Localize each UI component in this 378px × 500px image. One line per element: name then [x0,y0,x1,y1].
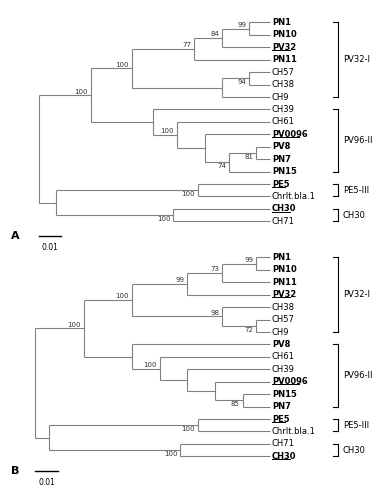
Text: 81: 81 [245,154,254,160]
Text: CH39: CH39 [272,105,295,114]
Text: A: A [11,232,20,241]
Text: 84: 84 [210,31,219,37]
Text: 72: 72 [245,326,254,332]
Text: 100: 100 [157,216,171,222]
Text: PV0096: PV0096 [272,130,308,139]
Text: PN1: PN1 [272,253,291,262]
Text: CH30: CH30 [343,210,366,220]
Text: 0.01: 0.01 [38,478,55,487]
Text: CH30: CH30 [272,204,296,214]
Text: PV8: PV8 [272,142,290,152]
Text: 94: 94 [238,79,247,85]
Text: CH30: CH30 [343,446,366,454]
Text: CH57: CH57 [272,315,295,324]
Text: PV32-I: PV32-I [343,55,370,64]
Text: PE5-III: PE5-III [343,186,369,195]
Text: CH71: CH71 [272,440,295,448]
Text: CH61: CH61 [272,118,295,126]
Text: PV96-II: PV96-II [343,371,372,380]
Text: PN15: PN15 [272,390,297,398]
Text: 99: 99 [238,22,247,28]
Text: PV32: PV32 [272,290,296,299]
Text: 100: 100 [116,62,129,68]
Text: PN11: PN11 [272,55,297,64]
Text: 74: 74 [217,163,226,169]
Text: CH61: CH61 [272,352,295,362]
Text: 98: 98 [210,310,219,316]
Text: B: B [11,466,19,476]
Text: 99: 99 [245,257,254,263]
Text: 100: 100 [74,88,88,94]
Text: PV8: PV8 [272,340,290,349]
Text: PV96-II: PV96-II [343,136,372,145]
Text: PN1: PN1 [272,18,291,27]
Text: 77: 77 [183,42,191,48]
Text: PV0096: PV0096 [272,378,308,386]
Text: 100: 100 [161,128,174,134]
Text: 100: 100 [143,362,157,368]
Text: ChrIt.bla.1: ChrIt.bla.1 [272,427,316,436]
Text: 0.01: 0.01 [42,243,58,252]
Text: CH57: CH57 [272,68,295,76]
Text: CH9: CH9 [272,328,290,336]
Text: PE5-III: PE5-III [343,421,369,430]
Text: PN15: PN15 [272,167,297,176]
Text: CH38: CH38 [272,302,295,312]
Text: PE5: PE5 [272,414,290,424]
Text: 99: 99 [175,277,184,283]
Text: CH38: CH38 [272,80,295,89]
Text: 100: 100 [164,451,178,457]
Text: 100: 100 [116,294,129,300]
Text: PV32: PV32 [272,43,296,52]
Text: 100: 100 [67,322,81,328]
Text: PN7: PN7 [272,154,291,164]
Text: CH39: CH39 [272,365,295,374]
Text: 73: 73 [210,266,219,272]
Text: CH30: CH30 [272,452,296,461]
Text: CH71: CH71 [272,217,295,226]
Text: CH9: CH9 [272,92,290,102]
Text: ChrIt.bla.1: ChrIt.bla.1 [272,192,316,201]
Text: PN10: PN10 [272,30,297,40]
Text: PN11: PN11 [272,278,297,287]
Text: PN10: PN10 [272,266,297,274]
Text: PE5: PE5 [272,180,290,188]
Text: 85: 85 [231,401,240,407]
Text: PN7: PN7 [272,402,291,411]
Text: 100: 100 [181,191,195,197]
Text: PV32-I: PV32-I [343,290,370,299]
Text: 100: 100 [181,426,195,432]
